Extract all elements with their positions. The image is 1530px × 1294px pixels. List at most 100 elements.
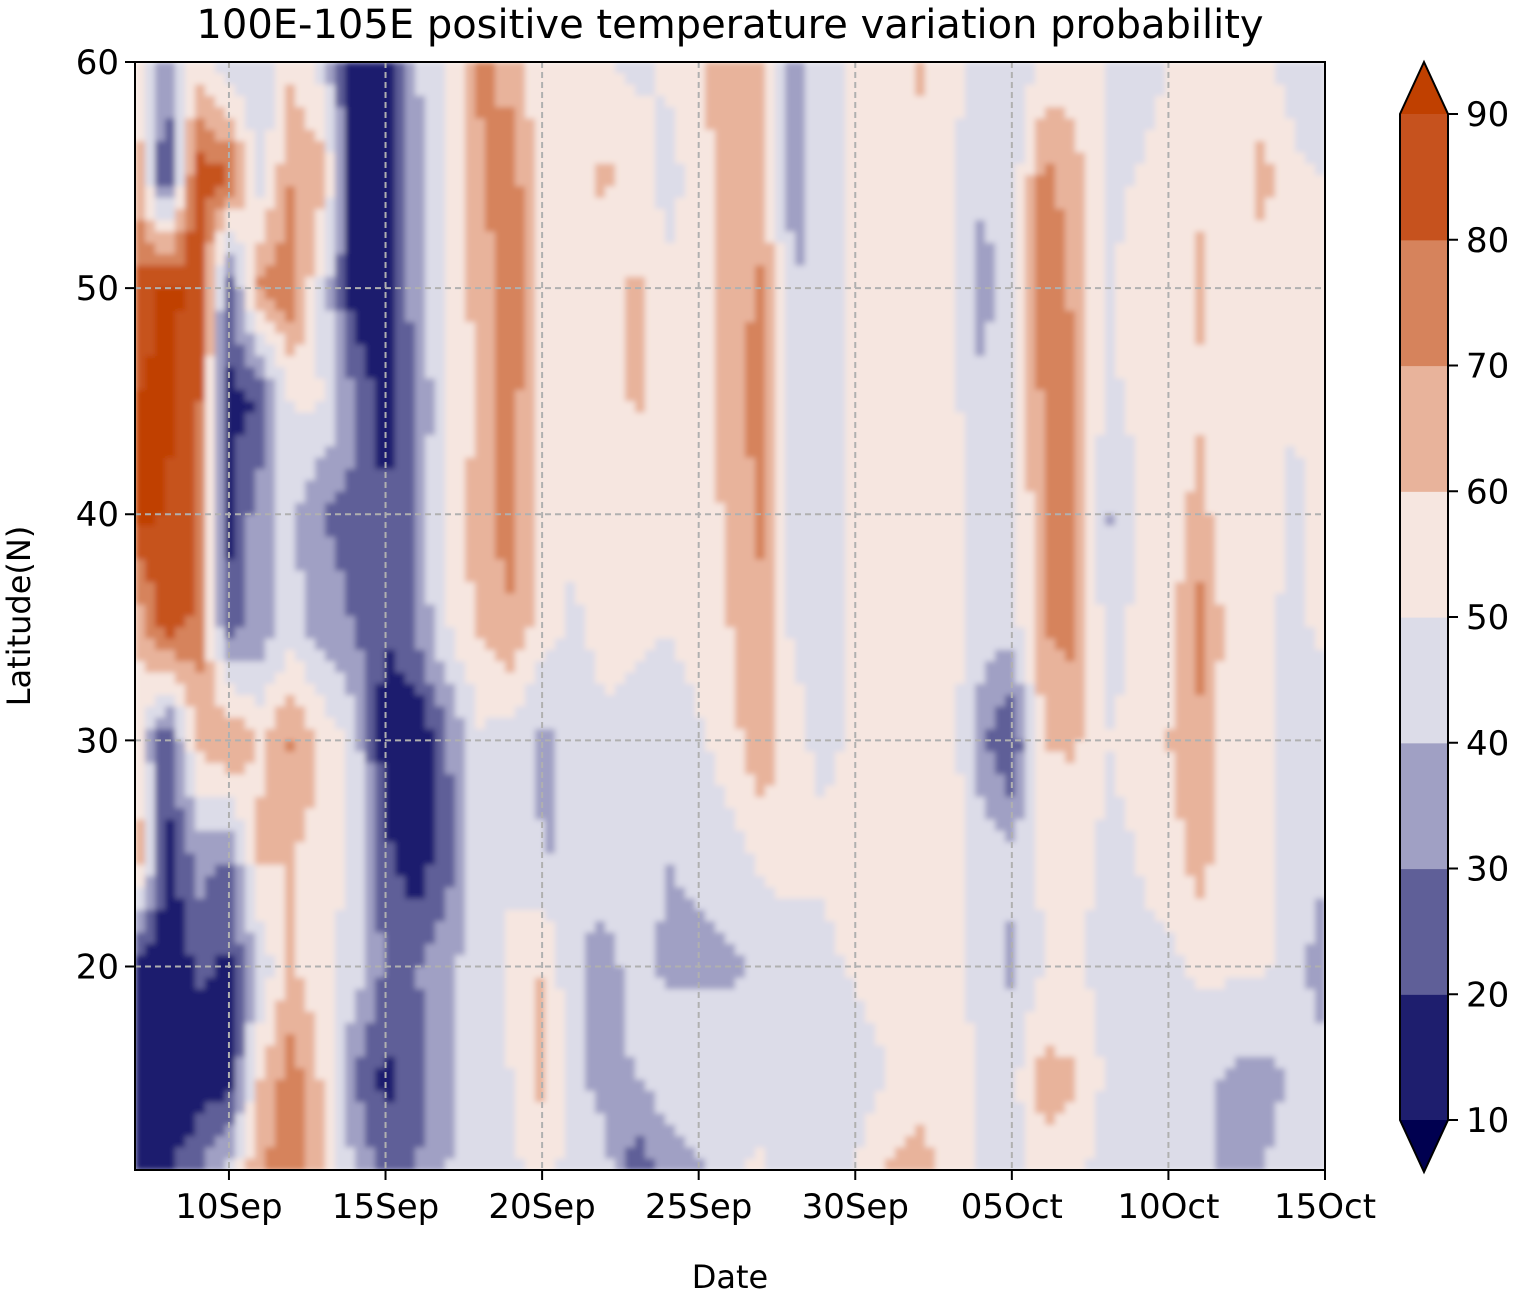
contour-cell xyxy=(1235,254,1246,267)
contour-cell xyxy=(475,310,486,323)
contour-cell xyxy=(275,344,286,357)
contour-cell xyxy=(305,367,316,380)
contour-cell xyxy=(1235,378,1246,391)
contour-cell xyxy=(495,73,506,86)
contour-cell xyxy=(475,367,486,380)
contour-cell xyxy=(765,322,776,335)
contour-cell xyxy=(785,412,796,425)
contour-cell xyxy=(1235,299,1246,312)
contour-cell xyxy=(1165,344,1176,357)
contour-cell xyxy=(225,242,236,256)
contour-cell xyxy=(655,423,666,437)
contour-cell xyxy=(685,423,696,437)
contour-cell xyxy=(1285,152,1296,165)
contour-cell xyxy=(305,175,316,188)
contour-cell xyxy=(665,73,676,86)
contour-cell xyxy=(135,208,146,222)
contour-cell xyxy=(165,231,176,244)
contour-cell xyxy=(915,62,926,75)
contour-cell xyxy=(1005,129,1016,143)
contour-cell xyxy=(505,62,516,75)
contour-cell xyxy=(655,220,666,233)
contour-cell xyxy=(135,175,146,188)
contour-cell xyxy=(575,73,586,86)
contour-cell xyxy=(1245,242,1256,256)
contour-cell xyxy=(975,208,986,222)
contour-cell xyxy=(625,423,636,437)
contour-cell xyxy=(555,141,566,154)
contour-cell xyxy=(865,423,876,437)
contour-cell xyxy=(1275,107,1286,120)
contour-cell xyxy=(165,220,176,233)
contour-cell xyxy=(725,276,736,290)
contour-cell xyxy=(915,525,926,538)
contour-cell xyxy=(835,73,846,86)
contour-cell xyxy=(415,502,426,516)
contour-cell xyxy=(725,310,736,323)
contour-cell xyxy=(355,186,366,199)
contour-cell xyxy=(1195,141,1206,154)
contour-cell xyxy=(695,84,706,97)
contour-cell xyxy=(1315,480,1325,493)
contour-cell xyxy=(595,220,606,233)
contour-cell xyxy=(345,412,356,425)
contour-cell xyxy=(725,469,736,482)
contour-cell xyxy=(825,378,836,391)
contour-cell xyxy=(1295,175,1306,188)
contour-cell xyxy=(345,141,356,154)
contour-cell xyxy=(485,152,496,165)
contour-cell xyxy=(295,480,306,493)
contour-cell xyxy=(575,231,586,244)
contour-cell xyxy=(275,491,286,504)
contour-cell xyxy=(775,389,786,403)
contour-cell xyxy=(1025,446,1036,459)
contour-cell xyxy=(585,175,596,188)
contour-cell xyxy=(1165,73,1176,86)
contour-cell xyxy=(695,118,706,131)
contour-cell xyxy=(585,423,596,437)
contour-cell xyxy=(1045,469,1056,482)
contour-cell xyxy=(285,84,296,97)
contour-cell xyxy=(745,208,756,222)
contour-cell xyxy=(1265,412,1276,425)
contour-cell xyxy=(745,141,756,154)
contour-cell xyxy=(895,288,906,301)
contour-cell xyxy=(775,491,786,504)
contour-cell xyxy=(1255,333,1266,346)
contour-cell xyxy=(1235,322,1246,335)
contour-cell xyxy=(665,355,676,369)
contour-cell xyxy=(1045,412,1056,425)
contour-cell xyxy=(585,355,596,369)
contour-cell xyxy=(1185,107,1196,120)
contour-cell xyxy=(1115,457,1126,470)
contour-cell xyxy=(1305,129,1316,143)
contour-cell xyxy=(345,480,356,493)
contour-cell xyxy=(535,423,546,437)
contour-cell xyxy=(1155,254,1166,267)
contour-cell xyxy=(815,265,826,278)
contour-cell xyxy=(875,129,886,143)
contour-cell xyxy=(1175,118,1186,131)
contour-cell xyxy=(245,514,256,527)
contour-cell xyxy=(295,310,306,323)
contour-cell xyxy=(245,367,256,380)
contour-cell xyxy=(1235,95,1246,109)
contour-cell xyxy=(415,480,426,493)
contour-cell xyxy=(315,288,326,301)
contour-cell xyxy=(435,423,446,437)
contour-cell xyxy=(925,480,936,493)
contour-cell xyxy=(665,118,676,131)
contour-cell xyxy=(1215,491,1226,504)
contour-cell xyxy=(655,95,666,109)
contour-cell xyxy=(755,118,766,131)
contour-cell xyxy=(1065,141,1076,154)
contour-cell xyxy=(875,163,886,176)
contour-cell xyxy=(895,367,906,380)
contour-cell xyxy=(715,378,726,391)
contour-cell xyxy=(225,208,236,222)
contour-cell xyxy=(635,242,646,256)
contour-cell xyxy=(725,514,736,527)
contour-cell xyxy=(875,231,886,244)
contour-cell xyxy=(1265,401,1276,414)
contour-cell xyxy=(1245,197,1256,210)
